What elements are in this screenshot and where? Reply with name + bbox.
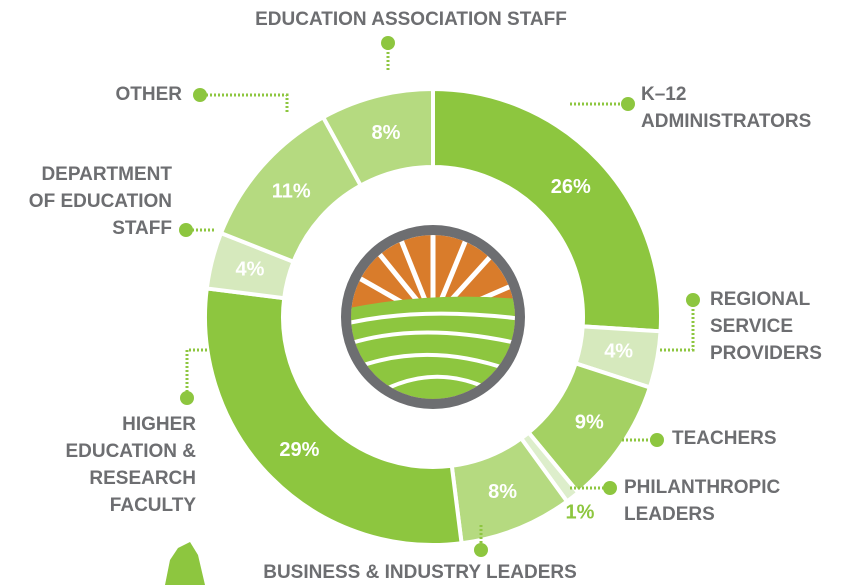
leader-dot — [650, 433, 664, 447]
leader-dot — [474, 543, 488, 557]
category-label: BUSINESS & INDUSTRY LEADERS — [263, 562, 577, 583]
donut-segment — [320, 86, 435, 189]
category-label: PHILANTHROPIC LEADERS — [624, 477, 781, 525]
value-label: 4% — [604, 341, 633, 363]
category-label: DEPARTMENT OF EDUCATION STAFF — [29, 164, 173, 239]
leader-line — [185, 348, 207, 398]
category-label: HIGHER EDUCATION & RESEARCH FACULTY — [65, 414, 196, 516]
value-label: 29% — [279, 439, 319, 461]
category-label: TEACHERS — [672, 428, 777, 449]
value-label: 1% — [566, 501, 595, 523]
leader-dot — [603, 481, 617, 495]
donut-segment — [203, 286, 464, 547]
leader-dot — [179, 223, 193, 237]
value-label: 11% — [272, 180, 311, 202]
value-label: 9% — [575, 412, 604, 434]
leader-dot — [621, 97, 635, 111]
leader-dot — [381, 36, 395, 50]
logo — [341, 225, 525, 409]
category-label: REGIONAL SERVICE PROVIDERS — [710, 289, 822, 364]
category-label: K–12 ADMINISTRATORS — [641, 84, 811, 132]
value-label: 4% — [235, 258, 264, 280]
category-label: OTHER — [116, 84, 183, 105]
leader-line — [660, 300, 695, 352]
value-label: 8% — [488, 481, 517, 503]
donut-segment — [431, 86, 663, 334]
value-label: 8% — [372, 122, 401, 144]
category-label: EDUCATION ASSOCIATION STAFF — [255, 9, 567, 30]
leader-dot — [180, 391, 194, 405]
decoration — [165, 542, 205, 585]
leader-dot — [686, 293, 700, 307]
leader-dot — [193, 88, 207, 102]
value-label: 26% — [551, 176, 591, 198]
leader-line — [200, 93, 289, 112]
